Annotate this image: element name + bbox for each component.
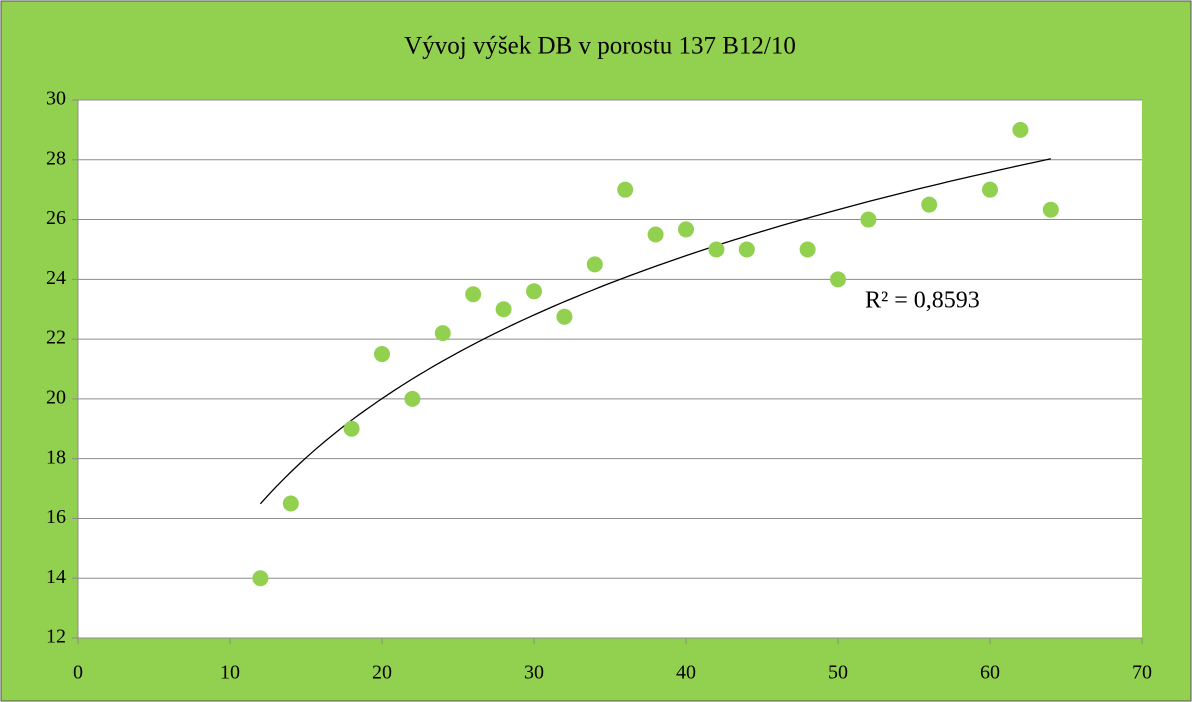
y-tick-label: 28 [46,147,66,169]
x-tick-label: 60 [980,662,1000,684]
point [799,241,816,258]
point [1012,121,1029,138]
point [434,325,451,342]
x-tick-label: 20 [372,662,392,684]
point [617,181,634,198]
point [374,346,390,363]
trendline [259,158,1051,505]
point [982,181,998,198]
point [526,283,542,300]
point [738,241,755,258]
y-tick-label: 22 [46,327,66,349]
x-tick-label: 30 [524,662,544,684]
chart-title: Vývoj výšek DB v porostu 137 B12/10 [404,33,796,60]
x-tick-label: 40 [676,662,696,684]
point [647,226,664,243]
x-tick-label: 50 [828,662,848,684]
point [678,221,694,238]
point [556,308,573,325]
y-tick-label: 26 [46,207,66,229]
point [830,271,846,288]
y-tick-label: 16 [46,506,66,528]
annotation: R² = 0,8593 [865,288,980,314]
x-tick-label: 70 [1132,662,1152,684]
point [1042,201,1059,218]
point [465,286,482,303]
point [921,196,938,213]
point [282,495,299,512]
plot-area [78,100,1142,638]
y-tick-label: 18 [46,446,66,468]
y-tick-label: 30 [46,88,66,110]
y-tick-label: 20 [46,386,66,408]
point [343,420,360,437]
x-tick-label: 10 [220,662,240,684]
point [708,241,725,258]
point [252,570,269,587]
y-tick-label: 12 [46,626,66,648]
y-tick-label: 14 [46,566,66,588]
point [404,390,421,407]
x-tick-label: 0 [73,662,83,684]
point [860,211,877,228]
point [586,256,603,273]
y-tick-label: 24 [46,267,66,289]
point [495,301,512,318]
